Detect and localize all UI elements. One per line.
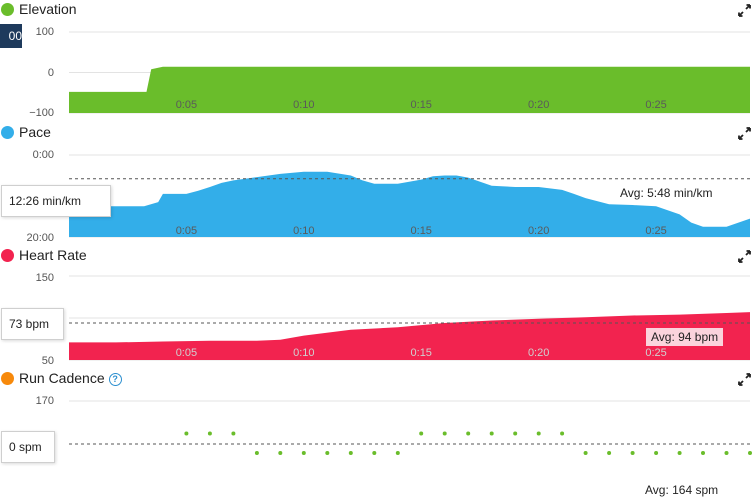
pace-y-tick-bottom: 20:00 [26, 232, 54, 244]
heart-rate-x-tick-1: 0:10 [293, 347, 314, 359]
expand-icon[interactable] [738, 4, 751, 17]
run-cadence-point-2 [231, 431, 236, 436]
pace-x-tick-1: 0:10 [293, 225, 314, 237]
pace-readout: 12:26 min/km [1, 185, 111, 217]
run-cadence-point-5 [301, 451, 306, 455]
heart-rate-area [69, 312, 750, 360]
pace-plot[interactable]: 0:05 0:10 0:15 0:20 0:25 [69, 154, 750, 238]
run-cadence-point-17 [583, 451, 588, 455]
run-cadence-point-20 [654, 451, 659, 455]
run-cadence-point-12 [466, 431, 471, 436]
pace-x-tick-4: 0:25 [645, 225, 666, 237]
run-cadence-plot[interactable] [69, 400, 752, 466]
pace-x-tick-2: 0:15 [411, 225, 432, 237]
help-icon[interactable]: ? [108, 373, 122, 386]
run-cadence-point-9 [395, 451, 400, 455]
heart-rate-x-tick-0: 0:05 [176, 347, 197, 359]
heart-rate-x-tick-3: 0:20 [528, 347, 549, 359]
run-cadence-point-11 [442, 431, 447, 436]
heart-rate-readout: 73 bpm [1, 308, 64, 340]
heart-rate-x-tick-4: 0:25 [645, 347, 666, 359]
run-cadence-point-4 [278, 451, 283, 455]
expand-icon[interactable] [738, 373, 751, 386]
pace-x-tick-3: 0:20 [528, 225, 549, 237]
pace-x-tick-0: 0:05 [176, 225, 197, 237]
run-cadence-point-14 [513, 431, 518, 436]
run-cadence-y-tick-170: 170 [35, 395, 54, 407]
heart-rate-title: Heart Rate [19, 247, 87, 263]
elevation-chart: Elevation 100 0 −100 0:05 0:10 0:15 0:20 0:2… [0, 0, 755, 119]
run-cadence-title: Run Cadence? [19, 369, 122, 387]
elevation-x-tick-3: 0:20 [528, 99, 549, 111]
expand-icon[interactable] [738, 250, 751, 263]
pace-chart: Pace 0:00 20:00 0:05 0:10 0:15 0:20 0:25 Avg… [0, 123, 755, 244]
run-cadence-point-23 [724, 451, 729, 455]
run-cadence-point-22 [701, 451, 705, 455]
run-cadence-point-18 [607, 451, 612, 455]
run-cadence-point-6 [325, 451, 330, 455]
elevation-x-tick-0: 0:05 [176, 99, 197, 111]
heart-rate-y-tick-150: 150 [35, 272, 54, 284]
expand-icon[interactable] [738, 127, 751, 140]
run-cadence-point-16 [560, 431, 565, 436]
pace-y-tick-top: 0:00 [32, 149, 54, 161]
run-cadence-point-8 [372, 451, 377, 455]
elevation-legend-dot [1, 3, 14, 16]
run-cadence-point-15 [536, 431, 541, 436]
elevation-plot[interactable]: 0:05 0:10 0:15 0:20 0:25 [69, 31, 750, 114]
elevation-y-tick-100: 100 [35, 26, 54, 38]
run-cadence-avg-label: Avg: 164 spm [645, 483, 719, 497]
run-cadence-point-10 [419, 431, 424, 436]
run-cadence-point-1 [207, 431, 212, 436]
heart-rate-x-tick-2: 0:15 [411, 347, 432, 359]
run-cadence-title-text: Run Cadence [19, 370, 105, 386]
heart-rate-avg-label: Avg: 94 bpm [646, 328, 724, 346]
pace-avg-label: Avg: 5:48 min/km [615, 184, 718, 202]
heart-rate-legend-dot [1, 249, 14, 262]
elevation-x-tick-2: 0:15 [411, 99, 432, 111]
elevation-area [69, 66, 750, 113]
elevation-y-tick-0: 0 [47, 67, 54, 79]
elevation-x-tick-1: 0:10 [293, 99, 314, 111]
pace-legend-dot [1, 126, 14, 139]
heart-rate-plot[interactable]: 0:05 0:10 0:15 0:20 0:25 [69, 275, 750, 361]
run-cadence-point-24 [748, 451, 752, 455]
heart-rate-y-tick-50: 50 [41, 355, 54, 367]
elevation-y-tick-minus-100: −100 [29, 107, 54, 119]
run-cadence-point-13 [489, 431, 494, 436]
heart-rate-chart: Heart Rate 150 50 0:05 0:10 0:15 0:20 0:25 A… [0, 246, 755, 367]
run-cadence-legend-dot [1, 372, 14, 385]
run-cadence-point-0 [184, 431, 189, 436]
run-cadence-chart: Run Cadence? 170 Avg: 164 spm 0 spm [0, 369, 755, 497]
elevation-x-tick-4: 0:25 [645, 99, 666, 111]
run-cadence-point-3 [254, 451, 259, 455]
run-cadence-readout: 0 spm [1, 431, 55, 463]
elevation-title: Elevation [19, 1, 77, 17]
run-cadence-point-21 [677, 451, 682, 455]
elevation-readout: 00 [0, 24, 22, 48]
pace-title: Pace [19, 124, 51, 140]
pace-area [69, 171, 750, 237]
run-cadence-point-7 [348, 451, 353, 455]
run-cadence-point-19 [630, 451, 635, 455]
